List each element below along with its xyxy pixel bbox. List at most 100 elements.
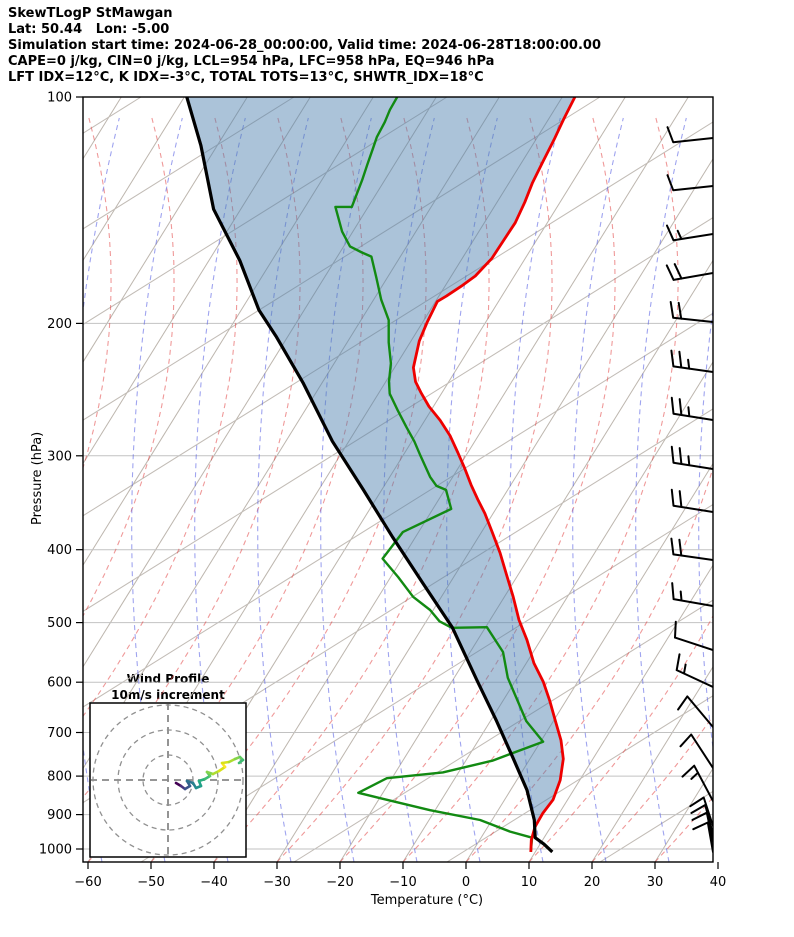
plot-title: SkewTLogP StMawgan (8, 6, 173, 21)
wind-barb (666, 174, 713, 192)
x-tick-label: −60 (74, 875, 101, 890)
height-line (83, 217, 713, 612)
x-tick-label: 20 (584, 875, 601, 890)
wind-barb (670, 537, 713, 561)
isotherm-line (654, 767, 713, 862)
hodograph-trace-segment (237, 758, 245, 765)
dewpoint-curve (334, 97, 545, 853)
wind-barb (692, 821, 713, 853)
dry-adiabat (150, 117, 427, 862)
wind-barb (670, 488, 713, 513)
moist-adiabat (257, 117, 309, 862)
height-line (83, 97, 448, 326)
dry-adiabat (0, 118, 48, 862)
height-line (83, 97, 601, 421)
x-tick-label: −10 (389, 875, 416, 890)
wind-barb (689, 796, 713, 827)
indices-line-1: CAPE=0 j/kg, CIN=0 j/kg, LCL=954 hPa, LF… (8, 54, 495, 69)
indices-line-2: LFT IDX=12°C, K IDX=-3°C, TOTAL TOTS=13°… (8, 70, 484, 85)
y-tick-label: 700 (47, 726, 72, 741)
isotherm-line (83, 97, 248, 363)
wind-barb (670, 445, 713, 470)
hodograph-ring (117, 729, 219, 831)
x-axis-label: Temperature (°C) (370, 893, 484, 908)
x-tick-label: −50 (137, 875, 164, 890)
wind-barb (681, 764, 713, 802)
isotherm-line (0, 97, 58, 862)
wind-barb (670, 349, 713, 373)
wind-barb (679, 733, 713, 769)
wind-barb (666, 126, 713, 144)
wind-barb (677, 695, 713, 728)
moist-adiabat (320, 117, 372, 862)
moist-adiabat (6, 118, 57, 862)
temperature-curve (412, 97, 577, 852)
moist-adiabat (446, 117, 498, 862)
isotherm-line (402, 361, 713, 862)
simulation-time-line: Simulation start time: 2024-06-28_00:00:… (8, 38, 601, 53)
y-tick-label: 400 (47, 543, 72, 558)
dry-adiabat (339, 117, 616, 862)
moist-adiabat (383, 117, 435, 862)
y-tick-label: 300 (47, 449, 72, 464)
x-tick-label: 0 (462, 875, 470, 890)
hodograph-inset (89, 702, 247, 858)
y-tick-label: 100 (47, 91, 72, 106)
height-line (753, 97, 794, 862)
moist-adiabat (635, 117, 687, 862)
isotherm-line (339, 259, 713, 862)
moist-adiabat (698, 305, 713, 752)
moist-adiabat (572, 117, 624, 862)
moist-adiabat (131, 117, 183, 862)
isotherm-line (465, 462, 713, 862)
x-tick-label: 10 (521, 875, 538, 890)
isotherm-line (213, 97, 689, 862)
plot-border (82, 96, 714, 863)
isotherm-line (591, 665, 713, 862)
height-line (83, 97, 295, 230)
y-tick-label: 600 (47, 676, 72, 691)
wind-barb (669, 301, 713, 323)
x-tick-label: 30 (647, 875, 664, 890)
hodograph-ring (92, 704, 244, 856)
wind-barb (666, 224, 713, 242)
dry-adiabat (213, 117, 490, 862)
isotherm-line (83, 97, 311, 465)
dry-adiabat (402, 117, 679, 862)
x-tick-label: −20 (326, 875, 353, 890)
latlon-line: Lat: 50.44 Lon: -5.00 (8, 22, 170, 37)
moist-adiabat (194, 117, 246, 862)
x-tick-label: −40 (200, 875, 227, 890)
parcel-curve (185, 97, 554, 854)
moist-adiabat (509, 117, 561, 862)
isotherm-line (718, 97, 794, 862)
moist-adiabat (83, 117, 120, 862)
isotherm-line (83, 97, 437, 668)
dry-adiabat (465, 465, 713, 862)
y-tick-label: 200 (47, 317, 72, 332)
isotherm-line (276, 157, 713, 862)
height-line (83, 312, 713, 708)
wind-barb (675, 653, 713, 688)
height-line (599, 790, 713, 862)
height-line (293, 599, 713, 862)
dry-adiabat (718, 118, 794, 862)
isotherm-line (528, 564, 713, 862)
wind-barb (670, 396, 713, 421)
y-tick-label: 500 (47, 616, 72, 631)
y-tick-label: 800 (47, 770, 72, 785)
y-tick-label: 1000 (39, 843, 72, 858)
height-line (446, 695, 713, 862)
cape-shading (186, 97, 575, 828)
wind-barb (674, 620, 713, 651)
dry-adiabat (528, 614, 713, 862)
y-tick-label: 900 (47, 808, 72, 823)
dry-adiabat (654, 796, 713, 862)
plot-area (0, 97, 794, 862)
x-tick-label: 40 (710, 875, 727, 890)
dry-adiabat (276, 117, 553, 862)
wind-barbs (665, 126, 713, 853)
